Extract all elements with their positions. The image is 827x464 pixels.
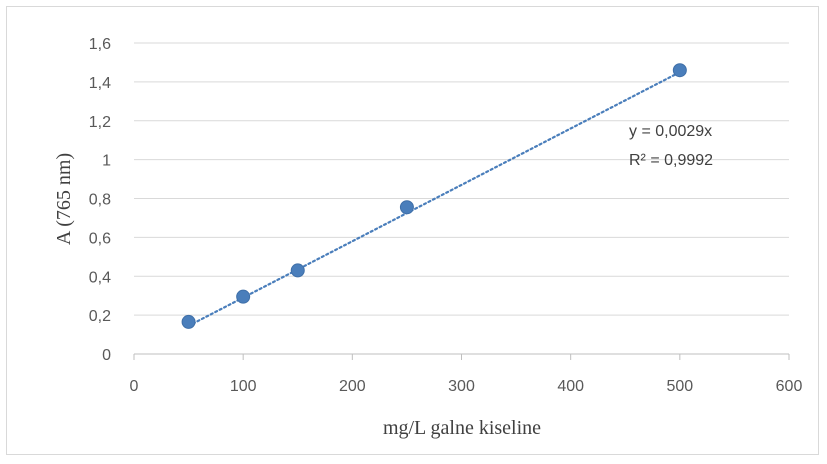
- data-points: [181, 63, 687, 329]
- y-tick-label: 0,6: [89, 230, 111, 247]
- x-axis-title: mg/L galne kiseline: [383, 417, 541, 439]
- y-tick-label: 0,2: [89, 308, 111, 325]
- data-point: [290, 263, 305, 278]
- gridlines: [134, 42, 789, 316]
- x-tick-label: 300: [448, 378, 475, 395]
- data-point: [672, 63, 687, 78]
- x-tick-label: 400: [557, 378, 584, 395]
- y-tick-label: 0,8: [89, 192, 111, 209]
- y-tick-label: 1,4: [89, 75, 111, 92]
- y-axis-title: A (765 nm): [53, 153, 75, 245]
- y-tick-label: 0: [102, 347, 111, 364]
- y-tick-label: 1: [102, 153, 111, 170]
- x-tick-label: 0: [130, 378, 139, 395]
- x-tick-label: 200: [339, 378, 366, 395]
- axes: [133, 353, 790, 360]
- x-tick-labels: 0 100 200 300 400 500 600: [130, 378, 803, 395]
- data-point: [399, 200, 414, 215]
- y-tick-label: 1,2: [89, 114, 111, 131]
- data-point: [236, 289, 251, 304]
- x-tick-label: 100: [230, 378, 257, 395]
- data-point: [181, 314, 196, 329]
- y-tick-label: 0,4: [89, 269, 111, 286]
- chart-frame: [6, 6, 819, 455]
- x-tick-label: 600: [776, 378, 803, 395]
- trendline-group: [187, 71, 681, 327]
- trendline-r2-label: R² = 0,9992: [629, 152, 713, 169]
- trendline-equation-label: y = 0,0029x: [629, 123, 712, 140]
- x-tick-label: 500: [666, 378, 693, 395]
- y-tick-label: 1,6: [89, 36, 111, 53]
- y-tick-labels: 0 0,2 0,4 0,6 0,8 1 1,2 1,4 1,6: [89, 36, 111, 364]
- trendline: [187, 71, 681, 327]
